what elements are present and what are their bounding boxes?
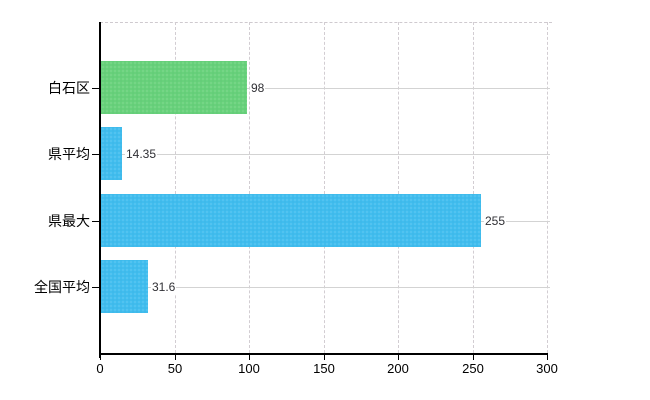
x-tick-label: 300	[536, 361, 558, 376]
bar-value-label: 255	[484, 214, 507, 228]
x-tick-mark	[398, 355, 399, 360]
horizontal-gridline	[100, 287, 550, 288]
x-tick-mark	[175, 355, 176, 360]
x-tick-label: 50	[167, 361, 183, 376]
bar-value-label: 31.6	[151, 280, 177, 294]
vertical-gridline	[398, 22, 399, 353]
vertical-gridline	[175, 22, 176, 353]
x-tick-label: 0	[96, 361, 104, 376]
x-tick-mark	[100, 355, 101, 360]
x-tick-label: 100	[238, 361, 260, 376]
category-label: 白石区	[48, 80, 90, 96]
x-tick-mark	[249, 355, 250, 360]
vertical-gridline	[324, 22, 325, 353]
bar-全国平均	[101, 260, 148, 313]
category-label: 県最大	[48, 213, 90, 229]
x-tick-label: 200	[387, 361, 409, 376]
category-tick-mark	[92, 221, 100, 222]
category-tick-mark	[92, 287, 100, 288]
x-axis	[99, 353, 548, 355]
category-tick-mark	[92, 154, 100, 155]
bar-白石区	[101, 61, 247, 114]
category-label: 県平均	[48, 146, 90, 162]
x-tick-mark	[324, 355, 325, 360]
bar-value-label: 14.35	[125, 147, 158, 161]
vertical-gridline	[249, 22, 250, 353]
category-tick-mark	[92, 88, 100, 89]
bar-県平均	[101, 127, 122, 180]
vertical-gridline	[473, 22, 474, 353]
horizontal-gridline	[100, 154, 550, 155]
x-tick-label: 250	[462, 361, 484, 376]
x-tick-mark	[473, 355, 474, 360]
horizontal-gridline	[100, 88, 550, 89]
category-label: 全国平均	[34, 279, 90, 295]
vertical-gridline	[547, 22, 548, 353]
x-tick-mark	[547, 355, 548, 360]
bar-県最大	[101, 194, 481, 247]
bar-value-label: 98	[250, 81, 266, 95]
y-axis	[99, 22, 101, 358]
x-tick-label: 150	[313, 361, 335, 376]
plot-top-border	[100, 22, 552, 23]
